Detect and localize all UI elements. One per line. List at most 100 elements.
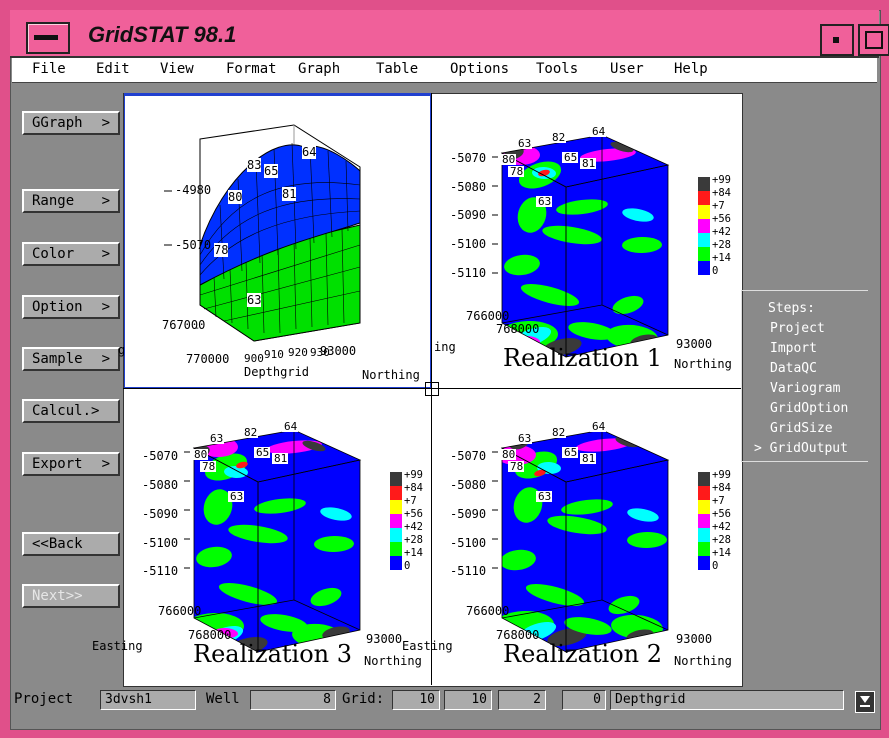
northing-tick: 93000 — [676, 337, 713, 351]
quadrant-divider-vertical[interactable] — [431, 93, 432, 685]
z-tick: -5070 — [175, 238, 212, 252]
realization-1-title: Realization 1 — [503, 344, 663, 372]
submenu-arrow: > — [101, 456, 110, 472]
legend-swatch — [698, 177, 710, 191]
grid-index-field[interactable]: 0 — [562, 690, 606, 710]
step-dataqc[interactable]: DataQC — [770, 361, 817, 376]
realization-2-cube[interactable]: 63 82 64 80 65 81 78 63 +99+84+7+56+42+28+140 — [432, 390, 740, 684]
grid-nx-field[interactable]: 10 — [392, 690, 440, 710]
x-tick: 930 — [310, 346, 330, 359]
menu-edit[interactable]: Edit — [96, 61, 130, 77]
title-bar[interactable]: GridSTAT 98.1 — [10, 10, 889, 58]
well-label: 78 — [202, 460, 215, 473]
legend-swatch — [698, 472, 710, 486]
submenu-arrow: > — [101, 351, 110, 367]
well-label: 81 — [282, 187, 297, 201]
step-gridsize[interactable]: GridSize — [770, 421, 833, 436]
menu-file[interactable]: File — [32, 61, 66, 77]
grid-nz-field[interactable]: 2 — [498, 690, 546, 710]
well-label: 65 — [564, 446, 577, 459]
step-variogram[interactable]: Variogram — [770, 381, 841, 396]
legend-label: +99 — [404, 469, 423, 481]
grid-ny-field[interactable]: 10 — [444, 690, 492, 710]
well-label: 63 — [538, 490, 551, 503]
range-button[interactable]: Range > — [22, 189, 120, 213]
resize-handle-icon[interactable] — [425, 382, 439, 396]
legend-label: +99 — [712, 174, 731, 186]
menu-help[interactable]: Help — [674, 61, 708, 77]
legend-swatch — [390, 486, 402, 500]
surface-plot[interactable]: - — [124, 95, 430, 387]
depth-tick: -5090 — [142, 507, 179, 521]
maximize-button[interactable] — [858, 24, 889, 56]
menu-options[interactable]: Options — [450, 61, 510, 77]
legend-label: +14 — [712, 547, 731, 559]
x-tick: 910 — [264, 348, 284, 361]
calcul-button[interactable]: Calcul.> — [22, 399, 120, 423]
step-gridoutput[interactable]: > GridOutput — [754, 441, 848, 456]
well-label-bg — [228, 491, 244, 502]
easting-tick: 768000 — [496, 322, 540, 336]
x-tick: 93000 — [320, 344, 357, 358]
well-label: 81 — [582, 157, 595, 170]
well-label: 78 — [510, 460, 523, 473]
menu-user[interactable]: User — [610, 61, 644, 77]
northing-label: Northing — [364, 654, 422, 668]
well-label: Well — [206, 691, 240, 707]
depth-tick: -5100 — [450, 237, 487, 251]
menu-tools[interactable]: Tools — [536, 61, 579, 77]
well-label: 80 — [502, 448, 515, 461]
legend-label: +14 — [712, 252, 731, 264]
x-tick: 900 — [244, 352, 264, 365]
minimize-icon — [833, 37, 839, 43]
legend-label: +56 — [712, 213, 731, 225]
well-field[interactable]: 8 — [250, 690, 336, 710]
well-label: 81 — [274, 452, 287, 465]
export-button[interactable]: Export > — [22, 452, 120, 476]
well-label: 63 — [518, 137, 531, 150]
legend-label: 0 — [712, 560, 718, 572]
menu-bar: File Edit View Format Graph Table Option… — [12, 58, 877, 83]
menu-view[interactable]: View — [160, 61, 194, 77]
project-field[interactable]: 3dvsh1 — [100, 690, 196, 710]
legend-label: +42 — [712, 226, 731, 238]
selected-quadrant — [124, 93, 431, 388]
menu-table[interactable]: Table — [376, 61, 419, 77]
step-import[interactable]: Import — [770, 341, 817, 356]
y-axis-label: Northing — [362, 368, 420, 382]
legend-swatch — [698, 514, 710, 528]
well-label-bg — [500, 154, 516, 165]
back-button[interactable]: <<Back — [22, 532, 120, 556]
step-gridoption[interactable]: GridOption — [770, 401, 849, 416]
well-label: 78 — [214, 243, 229, 257]
grid-dropdown-button[interactable] — [855, 691, 875, 713]
well-label-bg — [536, 196, 552, 207]
legend-label: +42 — [712, 521, 731, 533]
easting-label: Easting — [402, 639, 453, 653]
ggraph-button[interactable]: GGraph > — [22, 111, 120, 135]
color-button[interactable]: Color > — [22, 242, 120, 266]
depth-tick: -5110 — [450, 266, 487, 280]
sample-button[interactable]: Sample > — [22, 347, 120, 371]
well-label: 82 — [552, 426, 565, 439]
grid-name-field[interactable]: Depthgrid — [610, 690, 844, 710]
step-project[interactable]: Project — [770, 321, 825, 336]
next-button[interactable]: Next>> — [22, 584, 120, 608]
menu-format[interactable]: Format — [226, 61, 277, 77]
realization-3-cube[interactable]: 63 82 64 80 65 81 78 63 +99+84+7+56+42+28+140 — [124, 390, 430, 684]
window-menu-button[interactable] — [26, 22, 70, 54]
quadrant-divider-horizontal[interactable] — [123, 388, 741, 389]
legend-label: +56 — [404, 508, 423, 520]
submenu-arrow: > — [101, 246, 110, 262]
legend-label: +84 — [712, 482, 731, 494]
menu-bar-icon — [34, 35, 58, 40]
realization-1-cube[interactable]: 63 82 64 80 65 81 78 63 +99+84+7+56+42+28+140 — [432, 95, 740, 387]
easting-tick: 766000 — [466, 604, 510, 618]
menu-graph[interactable]: Graph — [298, 61, 341, 77]
well-label: 64 — [592, 125, 606, 138]
option-button[interactable]: Option > — [22, 295, 120, 319]
legend-swatch — [698, 191, 710, 205]
minimize-button[interactable] — [820, 24, 854, 56]
well-label-bg — [242, 427, 258, 438]
well-label-bg — [200, 461, 216, 472]
